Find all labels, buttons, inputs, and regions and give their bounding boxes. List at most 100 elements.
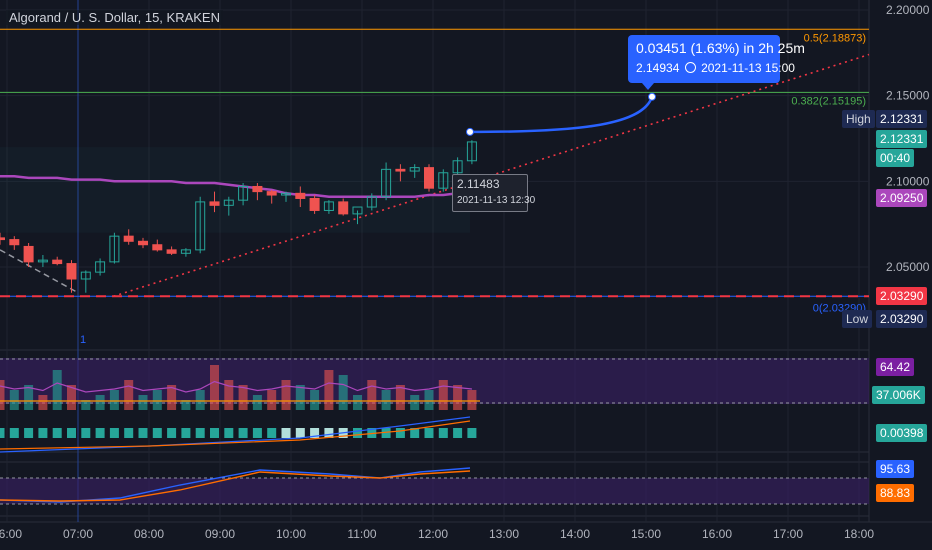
macd-histogram-bar <box>152 428 162 438</box>
candle-body <box>123 235 134 242</box>
volume-bar <box>381 390 391 410</box>
macd-histogram-bar <box>124 428 134 438</box>
volume-bar <box>424 390 434 410</box>
volume-bar <box>9 390 19 410</box>
volume-bar <box>295 385 305 410</box>
macd-histogram-bar <box>67 428 76 438</box>
projection-price: 2.14934 <box>636 61 680 75</box>
volume-bar <box>410 395 420 410</box>
volume-bar <box>252 395 262 410</box>
candle-body <box>424 167 434 189</box>
candle-body <box>266 191 277 196</box>
projection-start-point <box>466 127 474 136</box>
volume-bar <box>353 395 362 410</box>
candle-body <box>66 263 77 280</box>
candle-body <box>80 271 91 280</box>
price-tick-label: 2.10000 <box>886 174 930 188</box>
fib-level-label: 0.5(2.18873) <box>804 32 866 44</box>
volume-bar <box>167 385 177 410</box>
time-tick-label: 15:00 <box>631 527 661 541</box>
time-tick-label: 06:00 <box>0 527 22 541</box>
projection-callout[interactable]: 0.03451 (1.63%) in 2h 25m 2.14934 2021-1… <box>628 35 805 83</box>
volume-bar <box>310 390 320 410</box>
candle-body <box>366 196 377 208</box>
volume-bar <box>138 395 148 410</box>
candle-body <box>252 185 263 193</box>
projection-end-point <box>648 92 656 101</box>
clock-icon <box>684 62 696 73</box>
macd-histogram-bar <box>381 428 391 438</box>
macd-histogram-bar <box>109 428 119 438</box>
volume-bar <box>195 390 205 410</box>
time-tick-label: 14:00 <box>560 527 590 541</box>
time-tick-label: 11:00 <box>347 527 376 541</box>
time-tick-label: 08:00 <box>134 527 164 541</box>
macd-histogram-bar <box>324 428 334 438</box>
macd-histogram-bar <box>281 428 291 438</box>
time-tick-label: 17:00 <box>773 527 803 541</box>
volume-bar <box>324 370 334 410</box>
stoch-k-tag: 95.63 <box>876 460 915 478</box>
volume-bar <box>238 385 248 410</box>
macd-histogram-bar <box>410 428 420 438</box>
price-tick-label: 2.15000 <box>886 89 930 103</box>
volume-ma-line <box>0 380 472 393</box>
candle-body <box>166 249 177 254</box>
macd-histogram-bar <box>9 428 19 438</box>
fib-level-label: 0.382(2.15195) <box>791 95 866 107</box>
high-label: High <box>842 110 875 128</box>
time-tick-label: 16:00 <box>702 527 732 541</box>
time-tick-label: 07:00 <box>63 527 93 541</box>
time-tick-label: 13:00 <box>489 527 519 541</box>
candle-body <box>309 197 320 211</box>
macd-histogram-bar <box>167 428 177 438</box>
moving-average-line <box>0 174 472 199</box>
candle-body <box>23 245 34 263</box>
macd-histogram-bar <box>52 428 62 438</box>
macd-histogram-bar <box>210 428 219 438</box>
volume-bar <box>395 385 405 410</box>
current-price-tag: 2.12331 <box>876 130 928 148</box>
macd-histogram-bar <box>267 428 277 438</box>
macd-histogram-bar <box>95 428 105 438</box>
volume-bar <box>224 380 234 410</box>
macd-histogram-bar <box>181 428 191 438</box>
volume-bar <box>367 380 377 410</box>
volume-bar <box>95 395 105 410</box>
volume-bar <box>67 385 76 410</box>
point-label-box[interactable]: 2.11483 2021-11-13 12:30 <box>452 174 535 212</box>
candle-body <box>338 201 349 215</box>
volume-bar <box>52 370 62 410</box>
candle-body <box>195 201 206 251</box>
candle-body <box>238 185 249 201</box>
projection-detail: 2.14934 2021-11-13 15:00 <box>636 61 795 75</box>
macd-histogram-bar <box>453 428 463 438</box>
time-tick-label: 10:00 <box>276 527 306 541</box>
macd-histogram-bar <box>138 428 148 438</box>
marker-label: 1 <box>80 334 87 346</box>
countdown-tag: 00:40 <box>876 149 915 167</box>
price-tick-label: 2.20000 <box>886 3 930 17</box>
candle-body <box>109 235 120 263</box>
time-tick-label: 18:00 <box>844 527 874 541</box>
candle-body <box>9 239 20 246</box>
candle-body <box>180 249 191 254</box>
symbol-title[interactable]: Algorand / U. S. Dollar, 15, KRAKEN <box>6 10 223 25</box>
candle-body <box>452 160 463 174</box>
candle-body <box>395 168 406 172</box>
macd-histogram-bar <box>0 428 5 438</box>
volume-ma-tag: 64.42 <box>876 358 915 376</box>
macd-histogram-bar <box>24 428 34 438</box>
macd-histogram-bar <box>424 428 434 438</box>
candle-body <box>223 199 234 206</box>
gray-trend-line <box>0 249 79 294</box>
stoch-d-line <box>0 470 471 502</box>
hline-value-tag: 2.03290 <box>876 287 928 305</box>
high-value-tag: 2.12331 <box>876 110 928 128</box>
time-tick-label: 09:00 <box>205 527 235 541</box>
low-label: Low <box>842 310 873 328</box>
candle-body <box>152 244 163 251</box>
volume-bar <box>38 395 48 410</box>
